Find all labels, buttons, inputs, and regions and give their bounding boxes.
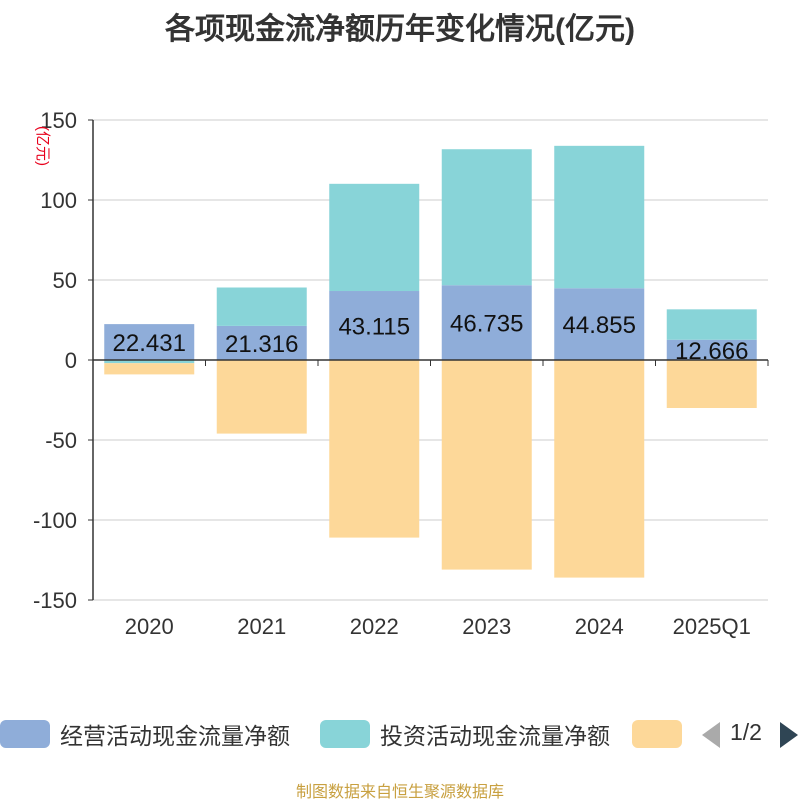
data-label: 12.666 — [675, 338, 748, 365]
bar — [329, 183, 420, 292]
y-tick-label: 0 — [65, 348, 77, 373]
next-page-icon[interactable] — [780, 722, 798, 748]
axes: 150 100 50 0 -50 -100 -150 (亿元) 2020 2021 2022 2023… — [33, 108, 769, 639]
bar — [216, 325, 307, 360]
bar — [441, 285, 532, 360]
bar — [554, 145, 645, 289]
legend-swatch — [320, 720, 370, 748]
bar-chart: 150 100 50 0 -50 -100 -150 (亿元) 2020 2021 2022 2023… — [33, 108, 769, 639]
bar — [104, 324, 195, 360]
gridlines — [93, 119, 768, 601]
legend-label: 经营活动现金流量净额 — [60, 723, 290, 749]
data-label: 22.431 — [113, 330, 186, 357]
data-label: 43.115 — [338, 314, 410, 341]
data-label: 44.855 — [563, 312, 636, 339]
bar — [441, 149, 532, 286]
y-tick-label: 100 — [40, 188, 77, 213]
bar — [441, 360, 532, 570]
x-tick-label: 2024 — [575, 614, 624, 639]
x-tick-label: 2022 — [350, 614, 399, 639]
bar — [216, 287, 307, 326]
y-tick-label: -150 — [33, 588, 77, 613]
bar — [666, 309, 757, 340]
legend-item-operating[interactable]: 经营活动现金流量净额 — [0, 716, 290, 752]
y-axis-label: (亿元) — [34, 126, 51, 166]
bar — [216, 360, 307, 434]
prev-page-icon[interactable] — [702, 722, 720, 748]
x-tick-label: 2025Q1 — [673, 614, 751, 639]
bar — [329, 360, 420, 538]
y-tick-label: 150 — [40, 108, 77, 133]
legend-swatch — [0, 720, 50, 748]
bar — [554, 288, 645, 360]
legend-item-financing[interactable] — [632, 716, 692, 752]
bar — [666, 360, 757, 408]
legend-label: 投资活动现金流量净额 — [380, 723, 610, 749]
bar — [104, 360, 195, 364]
bars — [104, 145, 757, 578]
legend: 经营活动现金流量净额 投资活动现金流量净额 — [0, 716, 800, 752]
data-label: 21.316 — [225, 331, 298, 358]
data-labels: 22.431 21.316 43.115 46.735 44.855 12.666 — [113, 311, 749, 365]
y-tick-label: -50 — [45, 428, 77, 453]
page-indicator: 1/2 — [730, 719, 762, 745]
bar — [666, 339, 757, 360]
x-tick-label: 2020 — [125, 614, 174, 639]
x-tick-label: 2023 — [462, 614, 511, 639]
legend-pager: 1/2 — [700, 716, 800, 752]
bar — [329, 291, 420, 360]
data-label: 46.735 — [450, 311, 523, 338]
legend-item-investing[interactable]: 投资活动现金流量净额 — [320, 716, 610, 752]
y-tick-label: 50 — [53, 268, 77, 293]
legend-swatch — [632, 720, 682, 748]
x-tick-label: 2021 — [237, 614, 286, 639]
y-tick-label: -100 — [33, 508, 77, 533]
bar — [554, 360, 645, 578]
bar — [104, 363, 195, 375]
data-source-note: 制图数据来自恒生聚源数据库 — [295, 784, 504, 801]
chart-title: 各项现金流净额历年变化情况(亿元) — [165, 13, 635, 46]
